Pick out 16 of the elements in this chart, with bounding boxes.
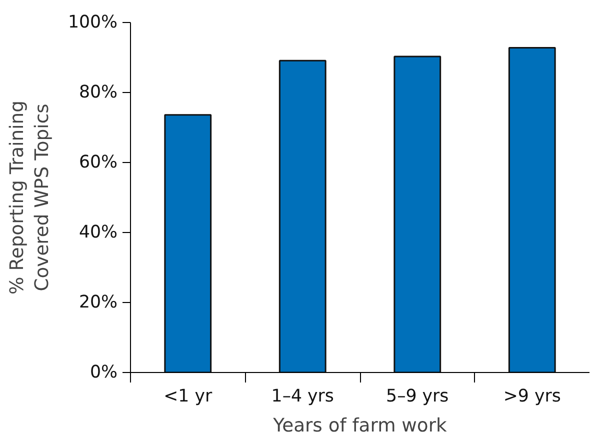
- x-tick-label: <1 yr: [164, 386, 213, 406]
- x-axis-title: Years of farm work: [272, 416, 448, 436]
- x-tick-label: 1–4 yrs: [271, 386, 334, 406]
- bar: [164, 114, 212, 372]
- bar: [394, 56, 442, 372]
- y-tick-label: 100%: [68, 12, 118, 32]
- y-tick-label: 60%: [78, 152, 118, 172]
- y-axis-title: % Reporting Training Covered WPS Topics: [6, 100, 53, 294]
- y-tick-label: 20%: [78, 292, 118, 312]
- y-tick-label: 80%: [78, 82, 118, 102]
- y-tick-label: 40%: [78, 222, 118, 242]
- bar: [508, 46, 556, 372]
- y-tick-label: 0%: [90, 362, 118, 382]
- x-tick-label: 5–9 yrs: [386, 386, 449, 406]
- x-tick-label: >9 yrs: [503, 386, 561, 406]
- bar: [278, 60, 326, 372]
